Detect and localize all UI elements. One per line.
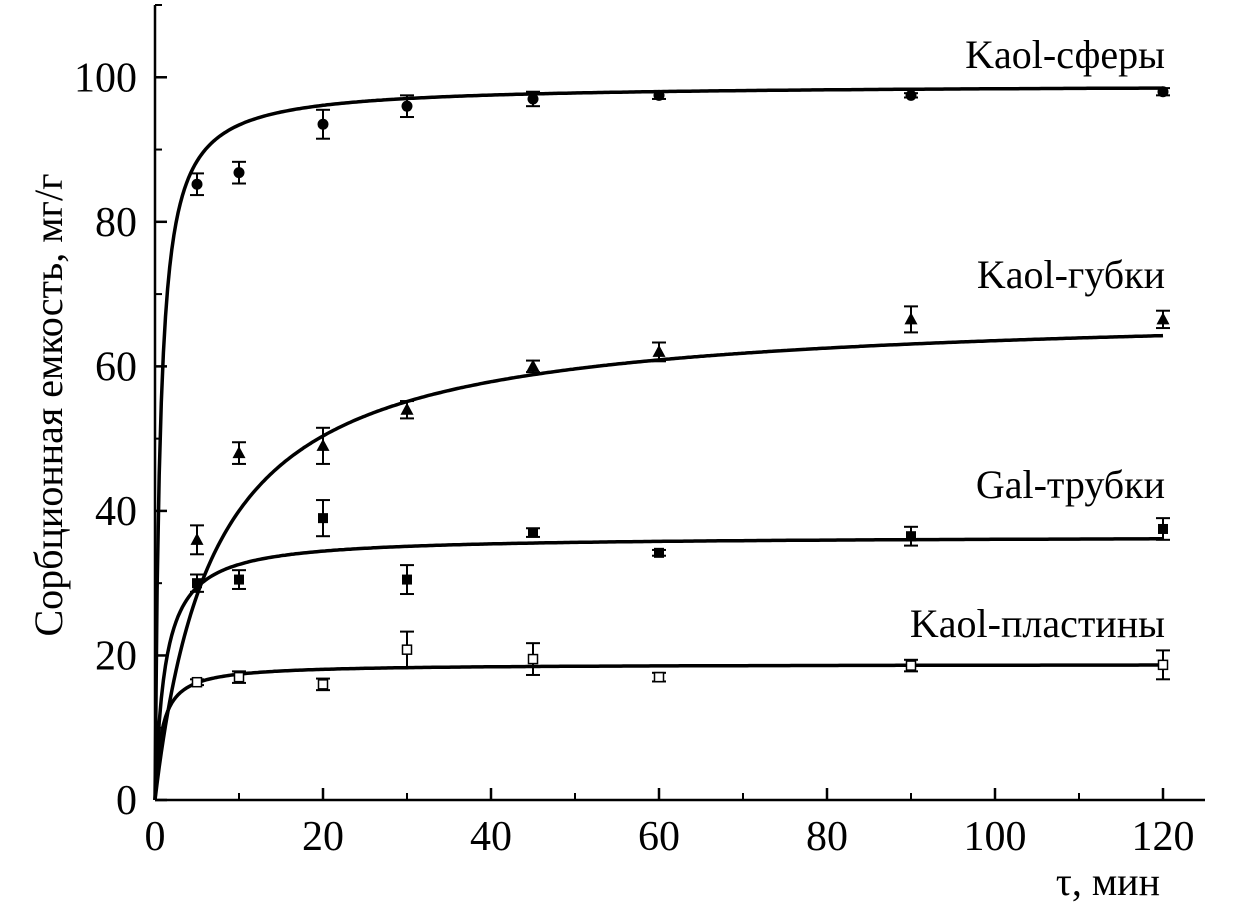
data-point (316, 108, 330, 140)
data-point (400, 94, 414, 119)
data-point (1156, 649, 1170, 681)
square-marker (192, 578, 202, 589)
data-point (400, 400, 414, 420)
x-tick-label: 40 (470, 814, 512, 860)
data-point (232, 569, 246, 590)
circle-marker (653, 89, 665, 101)
square-marker (1158, 523, 1168, 534)
open-square-marker (527, 653, 539, 665)
data-point (652, 547, 666, 558)
y-tick-label: 100 (74, 55, 137, 101)
data-points (190, 86, 1170, 692)
y-tick-label: 80 (95, 200, 137, 246)
data-point (232, 670, 246, 684)
data-point (1156, 309, 1170, 330)
y-tick-label: 20 (95, 633, 137, 679)
data-point (904, 89, 918, 101)
data-point (904, 658, 918, 673)
data-point (526, 359, 540, 374)
data-point (526, 642, 540, 676)
y-tick-label: 0 (116, 778, 137, 824)
triangle-marker (526, 359, 540, 372)
x-tick-label: 100 (964, 814, 1027, 860)
data-point (400, 630, 414, 669)
triangle-marker (316, 438, 330, 451)
y-axis-label: Сорбционная емкость, мг/г (26, 174, 71, 637)
x-axis-label: τ, мин (1056, 859, 1160, 904)
series-label: Kaol-губки (977, 252, 1165, 297)
data-point (526, 90, 540, 108)
series-label: Kaol-сферы (965, 32, 1165, 77)
open-square-marker (317, 679, 329, 690)
x-tick-label: 0 (145, 814, 166, 860)
data-point (1156, 517, 1170, 541)
open-square-marker (905, 660, 917, 671)
square-marker (906, 531, 916, 542)
open-square-marker (401, 644, 413, 655)
triangle-marker (1156, 312, 1170, 325)
square-marker (318, 513, 328, 524)
circle-marker (317, 118, 329, 130)
x-tick-label: 80 (806, 814, 848, 860)
fit-curve-1 (153, 333, 1164, 801)
series-label: Gal-трубки (976, 462, 1165, 507)
square-marker (654, 547, 664, 558)
circle-marker (401, 100, 413, 112)
series-labels: Kaol-сферы Kaol-губки Gal-трубки Kaol-пласт… (910, 32, 1165, 646)
fit-curve-0 (153, 86, 1163, 801)
open-square-marker (233, 671, 245, 683)
triangle-marker (904, 312, 918, 325)
axes: 0 20 40 60 80 100 120 0 20 40 60 80 100 (74, 4, 1205, 860)
data-point (526, 527, 540, 538)
series-label: Kaol-пластины (910, 601, 1165, 646)
data-point (316, 499, 330, 538)
x-tick-label: 120 (1132, 814, 1195, 860)
data-point (316, 426, 330, 465)
data-point (190, 573, 204, 593)
data-point (190, 524, 204, 556)
circle-marker (905, 89, 917, 101)
x-tick-label: 60 (638, 814, 680, 860)
y-tick-label: 60 (95, 344, 137, 390)
triangle-marker (232, 446, 246, 459)
data-point (652, 89, 666, 101)
open-square-marker (191, 676, 203, 688)
open-square-marker (653, 671, 665, 683)
data-point (232, 160, 246, 185)
fit-curve-3 (153, 663, 1163, 801)
square-marker (402, 574, 412, 585)
fit-curve-2 (153, 537, 1163, 801)
data-point (316, 677, 330, 692)
circle-marker (527, 93, 539, 105)
y-tick-label: 40 (95, 489, 137, 535)
circle-marker (191, 178, 203, 190)
square-marker (528, 527, 538, 538)
open-square-marker (1157, 659, 1169, 671)
data-point (904, 525, 918, 547)
x-tick-label: 20 (302, 814, 344, 860)
data-point (1156, 86, 1170, 98)
data-point (904, 305, 918, 334)
square-marker (234, 574, 244, 585)
data-point (190, 676, 204, 688)
data-point (232, 441, 246, 465)
circle-marker (233, 167, 245, 179)
data-point (400, 564, 414, 596)
data-point (190, 172, 204, 197)
data-point (652, 341, 666, 363)
triangle-marker (190, 532, 204, 545)
triangle-marker (652, 344, 666, 357)
triangle-marker (400, 402, 414, 415)
data-point (652, 671, 666, 683)
circle-marker (1157, 86, 1169, 98)
fit-curves (153, 86, 1164, 801)
